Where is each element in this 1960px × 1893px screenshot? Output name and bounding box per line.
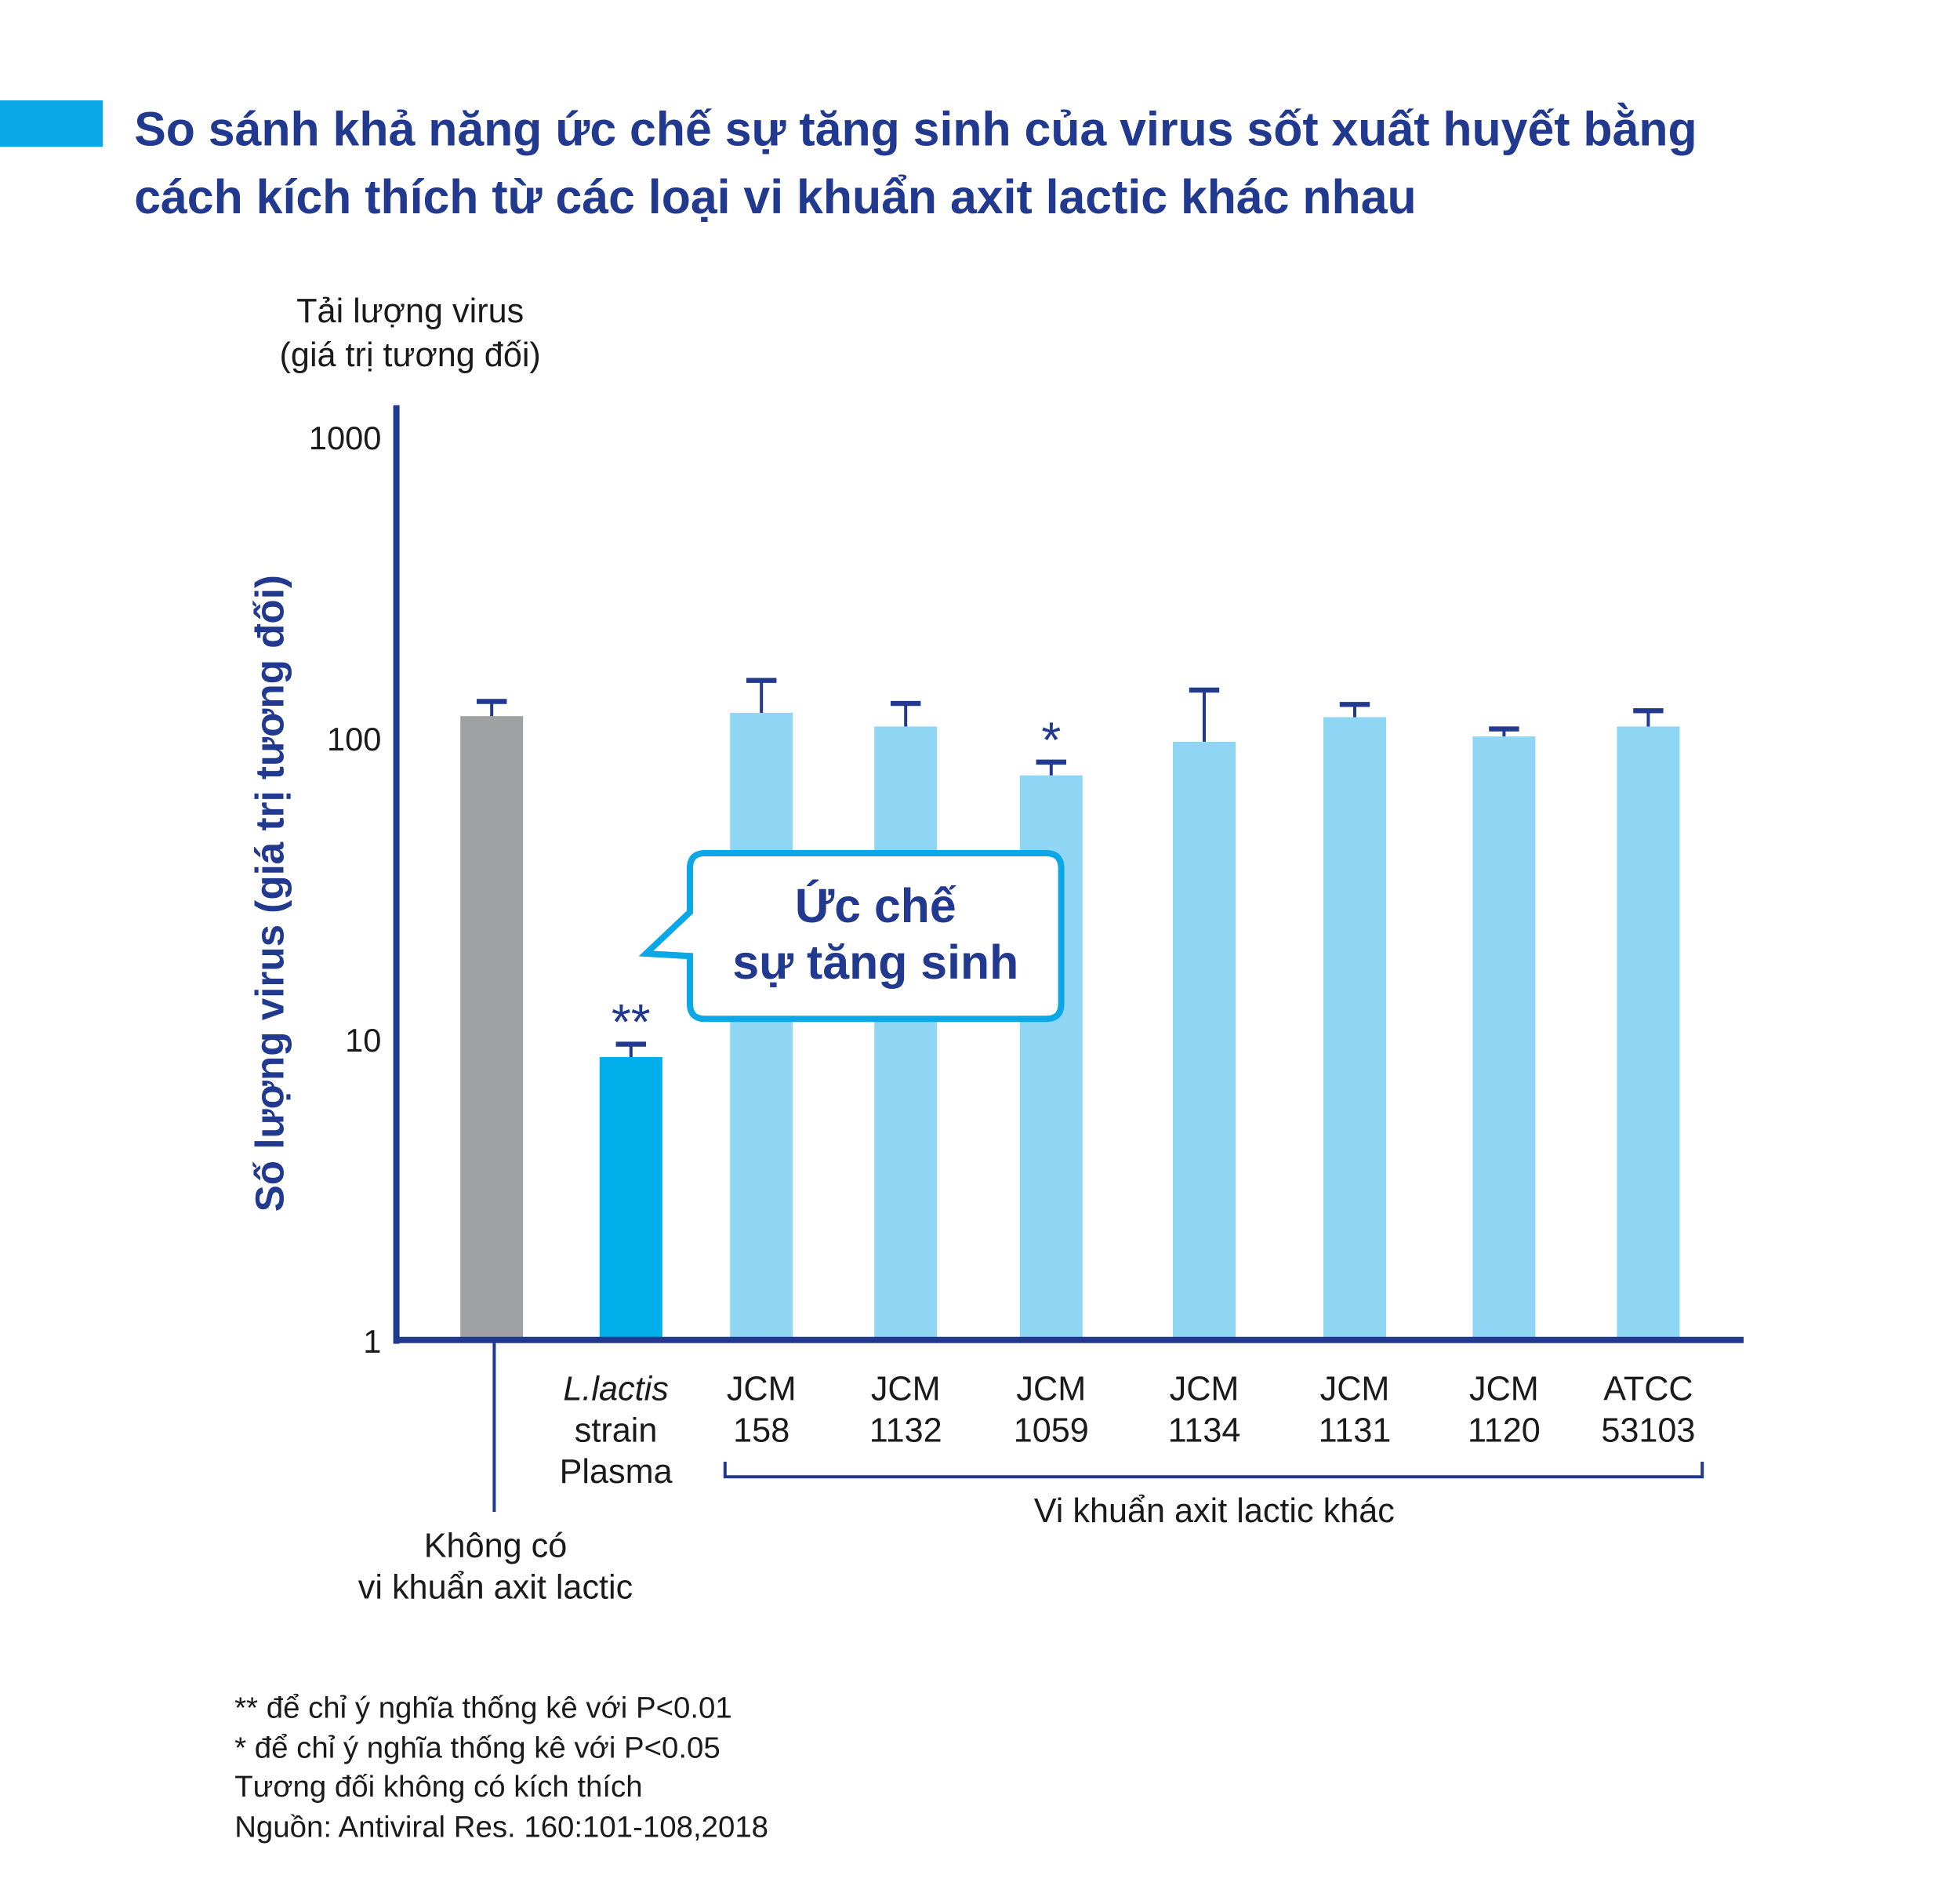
y-tick-label: 1000 — [309, 420, 382, 456]
footnote-2: * để chỉ ý nghĩa thống kê với P<0.05 — [234, 1731, 720, 1765]
y-tick-label: 100 — [327, 721, 381, 758]
x-tick-label: 158 — [733, 1412, 789, 1449]
x-tick-label: JCM — [871, 1371, 941, 1408]
bar — [1617, 726, 1680, 1338]
footnote-4: Nguồn: Antiviral Res. 160:101-108,2018 — [234, 1810, 768, 1844]
callout-line-2: sự tăng sinh — [732, 936, 1018, 989]
y-axis-title: Số lượng virus (giá trị tương đối) — [248, 575, 292, 1212]
y-axis-top-label-1: Tải lượng virus — [296, 292, 524, 330]
bar — [1323, 717, 1386, 1338]
title-line-2: cách kích thích từ các loại vi khuẩn axi… — [134, 170, 1416, 223]
x-tick-label: JCM — [1320, 1371, 1390, 1408]
title-line-1: So sánh khả năng ức chế sự tăng sinh của… — [134, 103, 1697, 156]
y-tick-label: 10 — [345, 1022, 381, 1059]
x-tick-label: L.lactis — [563, 1371, 668, 1408]
group-label: Vi khuẩn axit lactic khác — [1034, 1492, 1395, 1530]
x-tick-label: 1131 — [1319, 1412, 1392, 1449]
significance-marker: ** — [612, 994, 651, 1050]
x-tick-label: Plasma — [560, 1453, 673, 1491]
no-bacteria-label-2: vi khuẩn axit lactic — [358, 1568, 633, 1606]
bar — [460, 716, 524, 1338]
bar — [599, 1057, 662, 1338]
y-axis-top-label-2: (giá trị tương đối) — [280, 336, 541, 374]
x-tick-label: ATCC — [1603, 1371, 1693, 1408]
x-tick-label: JCM — [727, 1371, 797, 1408]
footnote-1: ** để chỉ ý nghĩa thống kê với P<0.01 — [234, 1691, 732, 1724]
x-labels: L.lactis strain Plasma JCM 158 JCM 1132 JCM 1059… — [560, 1371, 1696, 1492]
bar — [1472, 736, 1536, 1338]
significance-marker: * — [1041, 711, 1061, 768]
x-tick-label: JCM — [1016, 1371, 1086, 1408]
bar — [874, 726, 938, 1338]
group-bracket — [723, 1462, 1704, 1479]
x-tick-label: 1132 — [869, 1412, 942, 1449]
bar — [1173, 741, 1236, 1338]
no-bacteria-label-1: Không có — [424, 1528, 568, 1565]
y-ticks: 1000 100 10 1 — [309, 420, 382, 1360]
x-tick-label: JCM — [1469, 1371, 1539, 1408]
x-tick-label: 1059 — [1014, 1412, 1089, 1449]
callout: Ức chế sự tăng sinh — [638, 850, 1065, 1023]
x-tick-label: JCM — [1170, 1371, 1240, 1408]
footnote-3: Tương đối không có kích thích — [234, 1770, 642, 1804]
title-accent-bar — [0, 100, 103, 147]
callout-line-1: Ức chế — [795, 879, 956, 932]
x-tick-label: 1120 — [1468, 1412, 1541, 1449]
bars: *** — [460, 678, 1680, 1338]
bar — [730, 713, 793, 1338]
x-tick-label: 53103 — [1601, 1412, 1695, 1449]
x-tick-label: 1134 — [1168, 1412, 1241, 1449]
x-tick-label: strain — [575, 1412, 658, 1449]
y-tick-label: 1 — [363, 1323, 381, 1360]
callout-bubble — [638, 850, 1065, 1023]
